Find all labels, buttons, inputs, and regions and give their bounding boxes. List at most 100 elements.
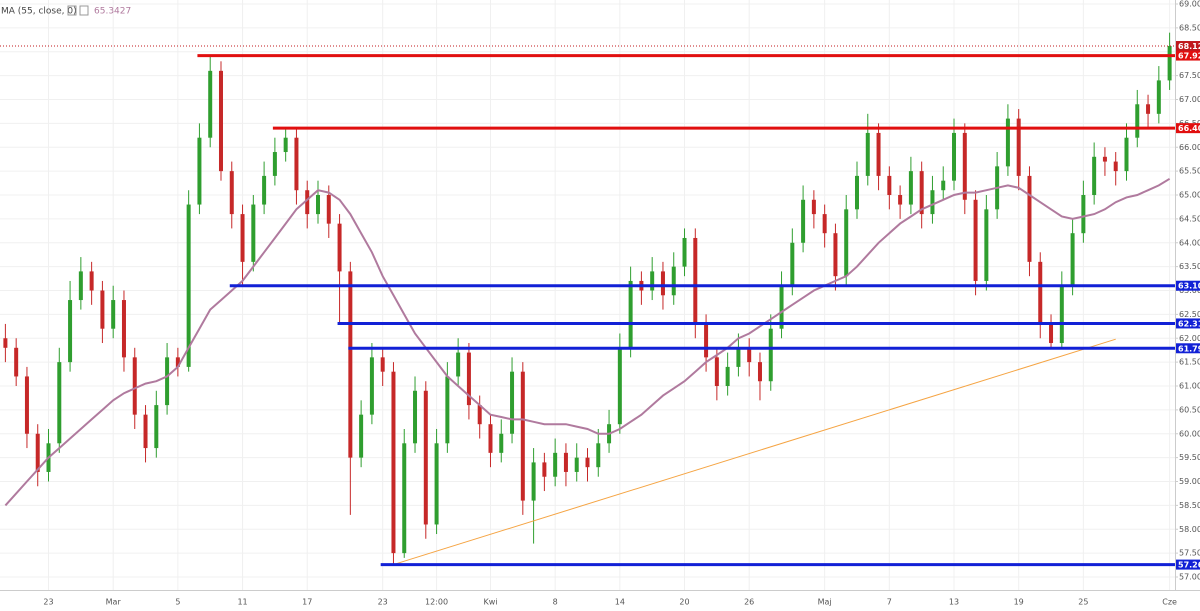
- candle-body: [887, 175, 892, 195]
- candle-body: [272, 152, 277, 176]
- candle-body: [121, 300, 126, 358]
- y-tick-label: 62.50: [1179, 310, 1200, 319]
- x-tick-label: 5: [175, 598, 180, 607]
- candle-body: [1124, 137, 1129, 172]
- candle-body: [445, 376, 450, 444]
- candle-body: [14, 347, 19, 377]
- candle-body: [898, 195, 903, 205]
- candle-body: [574, 457, 579, 472]
- candle-body: [1146, 104, 1151, 114]
- x-tick-label: 19: [1014, 598, 1024, 607]
- candle-body: [617, 347, 622, 425]
- candle-body: [1059, 285, 1064, 344]
- level-tag: [1176, 123, 1200, 134]
- level-tag: [1176, 50, 1200, 61]
- candle-body: [757, 362, 762, 382]
- x-tick-label: 11: [237, 598, 247, 607]
- candle-body: [197, 137, 202, 205]
- candle-body: [1027, 175, 1032, 262]
- x-tick-label: 25: [1078, 598, 1088, 607]
- candle-body: [1092, 156, 1097, 195]
- level-tag: [1176, 343, 1200, 354]
- settings-icon[interactable]: [67, 5, 77, 16]
- candle-body: [704, 323, 709, 358]
- candle-body: [488, 424, 493, 453]
- candle-body: [747, 347, 752, 363]
- x-tick-label: 13: [949, 598, 959, 607]
- candle-body: [57, 362, 62, 444]
- x-tick-label: 12:00: [425, 598, 448, 607]
- y-tick-label: 65.50: [1179, 167, 1200, 176]
- candle-body: [725, 366, 730, 386]
- candle-body: [262, 175, 267, 205]
- y-tick-label: 58.50: [1179, 501, 1200, 510]
- candle-body: [434, 443, 439, 525]
- indicator-value: 65.3427: [94, 7, 131, 17]
- candle-body: [984, 209, 989, 281]
- level-label: 67.92: [1178, 52, 1200, 61]
- candle-body: [876, 132, 881, 176]
- candle-body: [369, 357, 374, 415]
- candle-body: [1049, 323, 1054, 344]
- candle-body: [1135, 104, 1140, 138]
- candle-body: [531, 462, 536, 501]
- candle-body: [833, 233, 838, 277]
- candle-body: [553, 452, 558, 477]
- candle-body: [520, 371, 525, 501]
- x-tick-label: Maj: [818, 598, 832, 607]
- candle-body: [671, 266, 676, 296]
- candle-body: [973, 199, 978, 281]
- x-tick-label: 7: [887, 598, 892, 607]
- axes: 57.00 57.50 58.00 58.50 59.00 59.50 60.00 60.50…: [43, 0, 1200, 607]
- candle-body: [930, 190, 935, 215]
- x-tick-label: Cze: [1162, 598, 1177, 607]
- x-tick-label: Mar: [106, 598, 122, 607]
- candle-body: [854, 175, 859, 210]
- indicator-label: MA (55, close, 0): [1, 7, 77, 17]
- candle-body: [218, 70, 223, 172]
- candle-body: [391, 371, 396, 554]
- candle-body: [790, 242, 795, 286]
- grid: [0, 0, 1175, 590]
- y-tick-label: 67.50: [1179, 71, 1200, 80]
- candle-body: [542, 462, 547, 477]
- candle-body: [283, 137, 288, 153]
- y-tick-label: 62.00: [1179, 334, 1200, 343]
- candle-body: [801, 199, 806, 243]
- candle-body: [585, 457, 590, 468]
- candle-body: [1070, 233, 1075, 286]
- x-tick-label: 23: [378, 598, 388, 607]
- level-label: 66.40: [1178, 124, 1200, 133]
- x-tick-label: 20: [679, 598, 689, 607]
- candle-body: [1016, 118, 1021, 176]
- candle-body: [822, 214, 827, 234]
- y-tick-label: 61.00: [1179, 382, 1200, 391]
- candle-body: [779, 285, 784, 329]
- candle-body: [510, 371, 515, 434]
- x-tick-label: 26: [744, 598, 754, 607]
- candle-body: [736, 347, 741, 367]
- candle-body: [466, 352, 471, 406]
- candle-body: [143, 414, 148, 449]
- y-tick-label: 63.50: [1179, 262, 1200, 271]
- candle-body: [596, 443, 601, 468]
- level-label: 63.10: [1178, 282, 1200, 291]
- candle-body: [402, 443, 407, 554]
- close-icon[interactable]: [79, 5, 89, 16]
- current-price-label: 68.12: [1178, 42, 1200, 51]
- candle-body: [1156, 80, 1161, 114]
- candle-body: [908, 171, 913, 205]
- candle-body: [305, 190, 310, 215]
- candle-body: [35, 433, 40, 472]
- candle-body: [78, 271, 83, 301]
- candle-body: [660, 271, 665, 296]
- candle-body: [919, 171, 924, 215]
- trendline: [393, 338, 1116, 566]
- level-tag: [1176, 318, 1200, 329]
- x-tick-label: 14: [615, 598, 625, 607]
- candle-body: [477, 405, 482, 425]
- candle-body: [380, 357, 385, 372]
- candle-body: [89, 271, 94, 291]
- candle-body: [348, 271, 353, 458]
